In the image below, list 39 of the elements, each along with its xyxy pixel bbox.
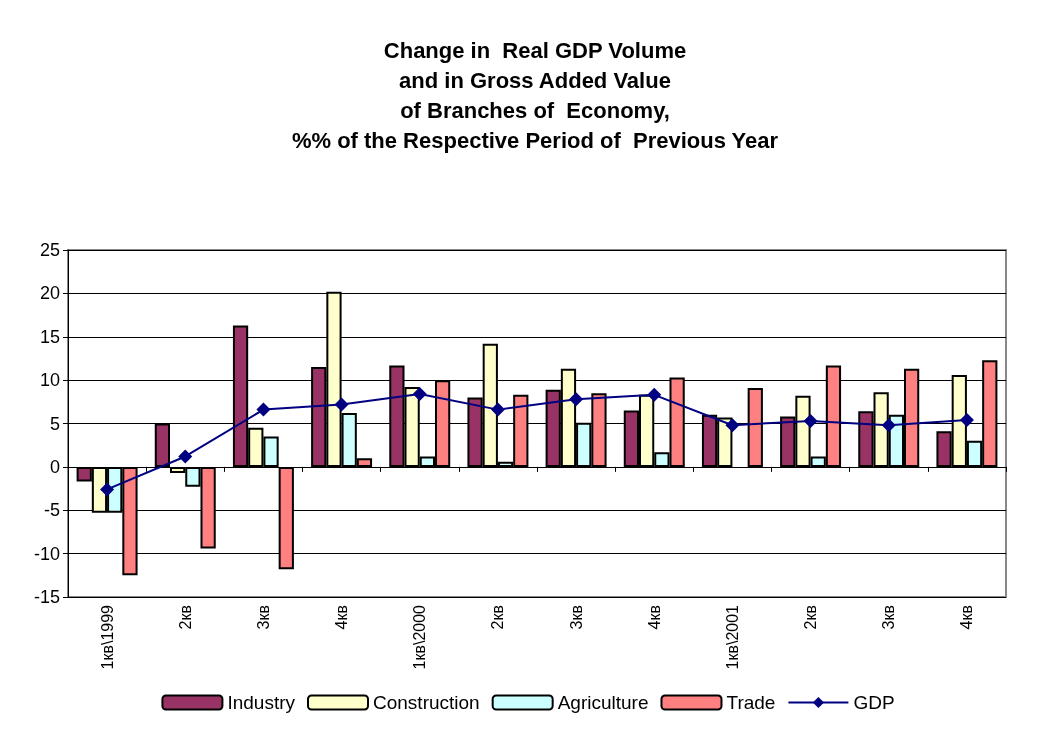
point <box>178 449 193 464</box>
y-tick-label: 25 <box>39 240 60 260</box>
legend-label: Construction <box>373 692 480 713</box>
point <box>569 392 584 407</box>
legend-label: Industry <box>227 692 296 713</box>
legend-label: Agriculture <box>557 692 649 713</box>
point <box>881 418 896 433</box>
y-tick-label: -10 <box>33 543 60 564</box>
x-tick-label: 3кв <box>880 605 898 630</box>
y-tick-label: 10 <box>39 370 60 391</box>
point <box>334 397 349 412</box>
x-tick-label: 3кв <box>567 605 585 630</box>
point <box>725 418 740 433</box>
x-tick-label: 3кв <box>254 605 272 630</box>
x-tick-label: 4кв <box>333 605 351 630</box>
point <box>490 402 505 417</box>
x-tick-label: 2кв <box>802 605 820 630</box>
point <box>412 387 427 402</box>
legend-label: Trade <box>726 692 776 713</box>
chart-title: Change in Real GDP Volume and in Gross Added Value of Branches of Economy, %% of the Respective Period of Previous Year <box>291 37 779 153</box>
y-tick-label: 5 <box>49 413 60 434</box>
x-tick-label: 2кв <box>489 605 507 630</box>
bar <box>747 387 763 467</box>
x-tick-label: 1кв\2000 <box>411 604 429 670</box>
x-tick-label: 2кв <box>176 605 194 630</box>
x-tick-label: 1кв\1999 <box>98 604 116 670</box>
point <box>959 413 974 428</box>
x-tick-label: 1кв\2001 <box>723 604 741 670</box>
y-tick-label: 15 <box>39 326 60 347</box>
y-tick-label: -15 <box>33 587 60 607</box>
x-tick-label: 4кв <box>645 605 663 630</box>
point <box>803 413 818 428</box>
x-tick-label: 4кв <box>958 605 976 630</box>
y-tick-label: 20 <box>39 283 60 304</box>
legend-label: GDP <box>853 692 895 713</box>
y-tick-label: -5 <box>43 500 60 521</box>
point <box>647 387 662 402</box>
point <box>256 402 271 417</box>
y-tick-label: 0 <box>49 456 60 477</box>
